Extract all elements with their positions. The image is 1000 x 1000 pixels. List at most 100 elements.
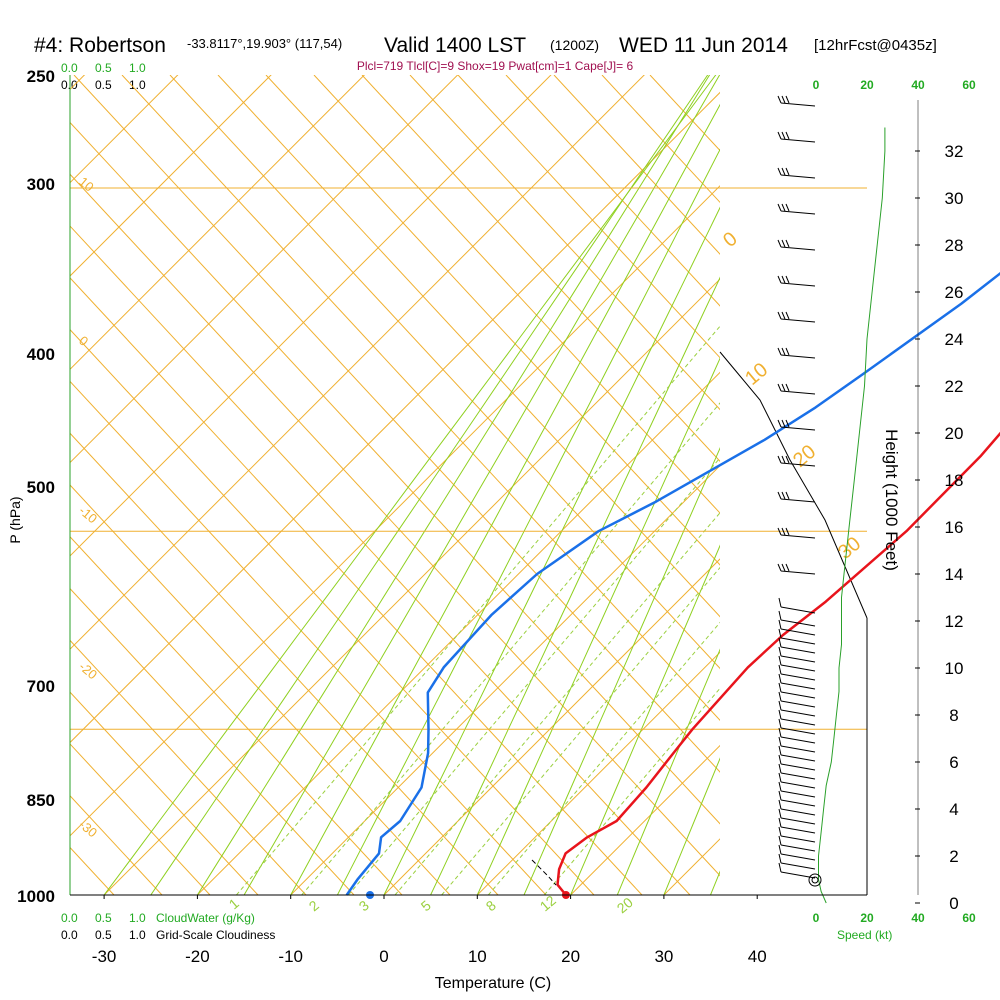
wind-speed-line [818,127,886,904]
moist-adiabat [430,276,720,895]
wind-barb-flag [777,131,782,140]
wind-barb-flag [778,727,782,738]
cloudiness-tick-bottom: 0.0 [61,928,78,942]
mixing-ratio-line [347,457,720,895]
wind-barbs [777,95,822,887]
dry-adiabat [409,75,720,411]
wind-barb [780,462,816,467]
dry-adiabat [70,328,595,895]
height-tick-label: 26 [945,283,964,302]
wind-barb-flag [777,203,782,212]
wind-barb [780,835,816,843]
speed-tick-top: 0 [813,78,820,92]
mixing-ratio-label: 5 [418,897,434,914]
upper-temp-label: 0 [719,228,742,252]
wind-barb-flag [781,347,786,356]
height-tick-label: 14 [945,565,964,584]
wind-barb [780,664,816,672]
isotherm [70,75,459,464]
height-tick-label: 8 [949,706,958,725]
speed-tick-bottom: 40 [911,911,925,925]
wind-barb [780,354,816,359]
speed-scale-top: 0 20 40 60 [813,78,976,92]
wind-barb-flag [777,527,782,536]
cloudiness-tick-top: 1.0 [129,78,146,92]
height-tick-label: 18 [945,471,964,490]
wind-barb-flag [777,419,782,428]
moist-adiabat [290,103,720,895]
wind-barb-flag [778,682,782,693]
wind-barb-flag [778,844,782,855]
isotherm-label: 0 [76,333,91,349]
isotherm [197,371,720,895]
mixing-ratio-label: 1 [226,895,242,912]
wind-barb [780,606,816,614]
cloudiness-tick-top: 0.5 [95,78,112,92]
wind-barb [780,817,816,825]
wind-barb-flag [778,718,782,729]
x-tick-label: 10 [468,947,487,966]
wind-barb-flag [781,95,786,104]
mixing-ratio-line [441,566,720,895]
x-tick-label: -10 [278,947,303,966]
isotherm [570,744,720,895]
dry-adiabat [121,75,720,721]
mixing-ratio-label: 2 [306,897,322,914]
cloudwater-tick-bottom: 1.0 [129,911,146,925]
wind-barb-flag [781,131,786,140]
dry-adiabat [70,225,691,895]
wind-barb-flag [785,383,790,392]
isotherm [70,75,179,184]
wind-barb-flag [778,763,782,774]
x-tick-label: 0 [379,947,388,966]
wind-barb-flag [785,167,790,176]
speed-tick-top: 60 [962,78,976,92]
mixing-ratio-label: 8 [483,897,499,914]
wind-barb-flag [781,203,786,212]
mixing-ratio-label: 20 [614,894,636,916]
pressure-tick: 250 [27,67,55,86]
wind-barb [780,570,816,575]
wind-barb-flag [778,790,782,801]
speed-scale-bottom: 0 20 40 60 Speed (kt) [813,911,976,942]
upper-temp-label: 30 [834,533,865,564]
wind-barb [780,808,816,816]
wind-barb-flag [785,275,790,284]
wind-barb-flag [778,772,782,783]
wind-barb [780,426,816,431]
y-axis-label: P (hPa) [7,496,23,543]
wind-barb-flag [778,835,782,846]
wind-barb [780,498,816,503]
dry-adiabat [70,639,307,895]
height-tick-label: 6 [949,753,958,772]
wind-barb-flag [778,745,782,756]
upper-temp-label: 10 [741,359,772,390]
wind-barb-flag [778,673,782,684]
cloudwater-tick-bottom: 0.5 [95,911,112,925]
wind-barb-flag [785,311,790,320]
pressure-tick: 500 [27,478,55,497]
wind-barb-flag [778,700,782,711]
dry-adiabat [70,484,451,895]
wind-barb [780,628,816,636]
x-tick-label: 20 [561,947,580,966]
wind-barb-flag [777,347,782,356]
dry-adiabat [505,75,720,307]
wind-barb [780,763,816,771]
wind-barb-flag [778,808,782,819]
dewpoint-line [345,271,1000,896]
dry-adiabat [70,743,211,895]
isotherm-label: -10 [76,503,100,527]
wind-barb-flag [777,167,782,176]
wind-barb-flag [777,239,782,248]
wind-barb-flag [778,817,782,828]
wind-barb-flag [777,275,782,284]
mixing-ratio-line [487,621,720,895]
speed-tick-top: 20 [860,78,874,92]
pressure-tick: 850 [27,791,55,810]
cloudwater-tick-bottom: 0.0 [61,911,78,925]
cloudiness-tick-bottom: 1.0 [129,928,146,942]
height-tick-label: 32 [945,142,964,161]
wind-barb-flag [777,563,782,572]
speed-label: Speed (kt) [837,928,892,942]
